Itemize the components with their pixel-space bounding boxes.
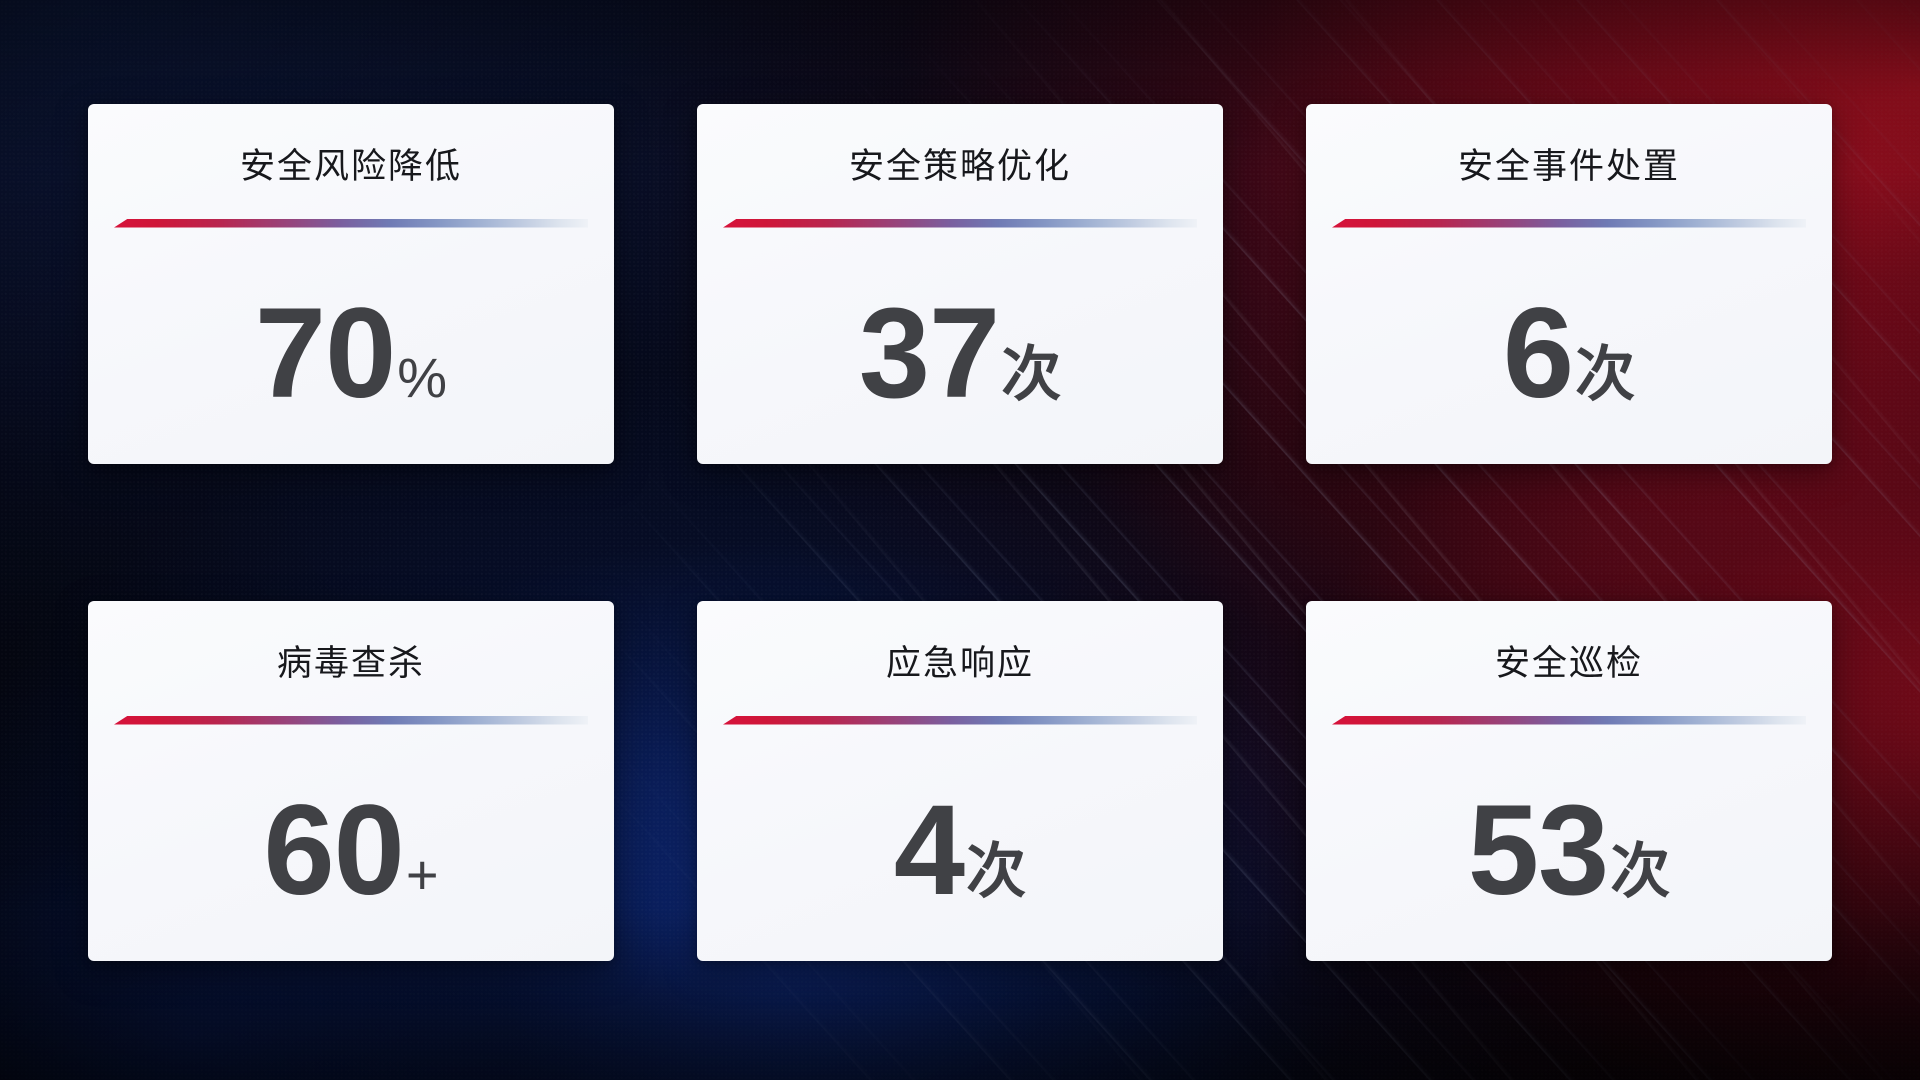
stat-card-unit: 次 — [1001, 341, 1062, 408]
stat-card-value: 70 % — [255, 290, 447, 418]
stat-card-title: 安全风险降低 — [239, 147, 462, 186]
stat-card[interactable]: 安全策略优化 37 次 — [697, 104, 1223, 464]
stat-card-number: 53 — [1467, 779, 1609, 922]
stat-card-value: 6 次 — [1503, 290, 1635, 418]
stat-card-title: 安全事件处置 — [1457, 147, 1680, 186]
stat-card[interactable]: 安全风险降低 70 % — [88, 104, 614, 464]
stat-card-number: 70 — [254, 282, 396, 425]
stat-card-divider — [114, 218, 588, 228]
stat-card-value: 37 次 — [859, 290, 1061, 418]
stat-card-unit: + — [405, 843, 439, 906]
stat-card-divider — [114, 715, 588, 725]
stat-card-number: 6 — [1502, 282, 1574, 425]
stat-card[interactable]: 安全事件处置 6 次 — [1306, 104, 1832, 464]
stat-card-unit: % — [397, 346, 448, 409]
stat-card-divider — [1332, 218, 1806, 228]
stat-card-grid: 安全风险降低 70 % 安全策略优化 37 次 安全事件处置 6 次 — [88, 104, 1832, 961]
stat-card-title: 安全巡检 — [1494, 644, 1643, 683]
stat-card-divider — [723, 715, 1197, 725]
stat-card-unit: 次 — [966, 838, 1027, 905]
stat-card-title: 安全策略优化 — [848, 147, 1071, 186]
stat-card[interactable]: 病毒查杀 60 + — [88, 601, 614, 961]
stat-card[interactable]: 应急响应 4 次 — [697, 601, 1223, 961]
stat-card-divider — [1332, 715, 1806, 725]
stat-card-number: 37 — [858, 282, 1000, 425]
stat-card-value: 4 次 — [894, 787, 1026, 915]
stat-card-title: 应急响应 — [885, 644, 1034, 683]
stat-card-value: 60 + — [263, 787, 438, 915]
stat-card[interactable]: 安全巡检 53 次 — [1306, 601, 1832, 961]
stat-card-divider — [723, 218, 1197, 228]
stat-card-title: 病毒查杀 — [276, 644, 425, 683]
stat-card-value: 53 次 — [1468, 787, 1670, 915]
stat-card-number: 60 — [263, 779, 404, 922]
stat-card-unit: 次 — [1575, 341, 1636, 408]
stat-card-number: 4 — [893, 779, 965, 922]
stat-card-unit: 次 — [1610, 838, 1671, 905]
